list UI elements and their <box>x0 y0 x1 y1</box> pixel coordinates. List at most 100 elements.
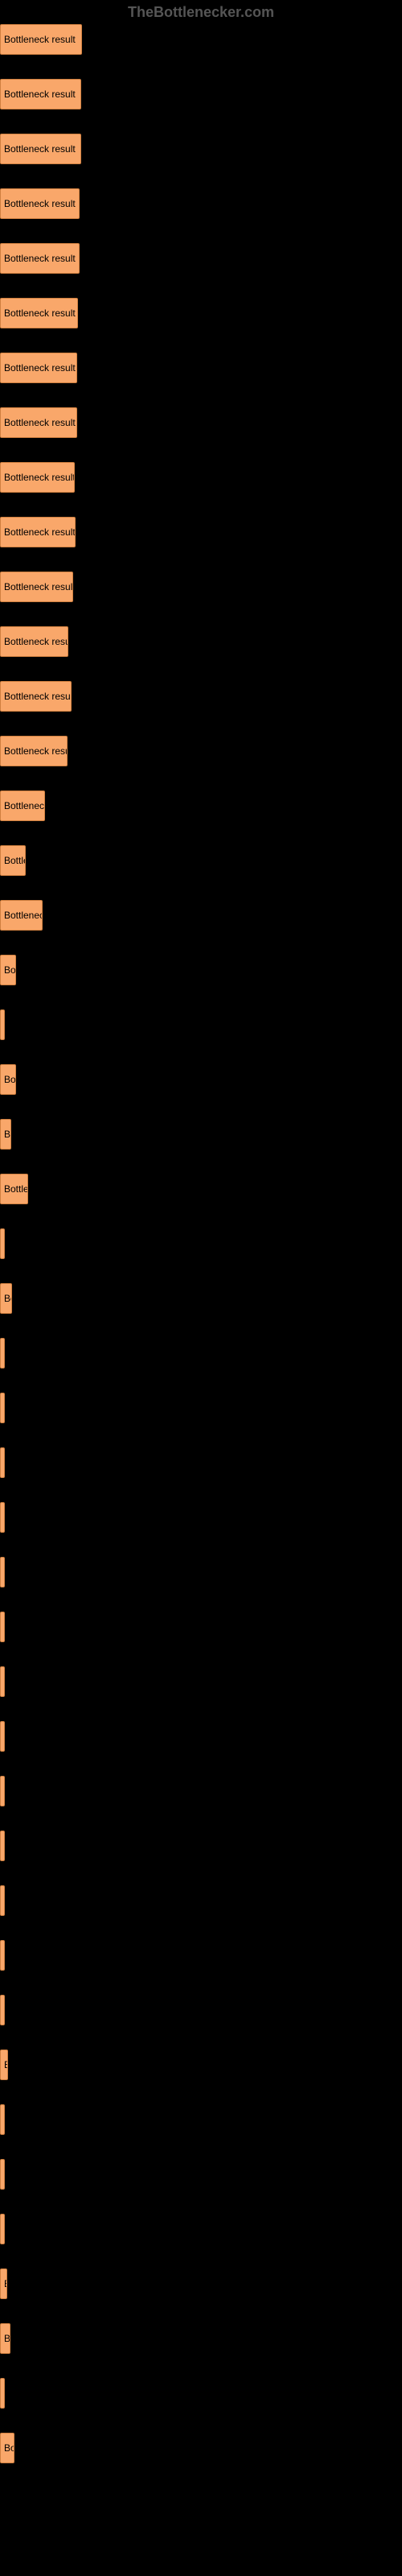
bar-link[interactable]: Bottleneck result <box>0 1064 16 1095</box>
bar-link[interactable]: Bottleneck result <box>0 572 73 602</box>
bar-link[interactable]: Bottleneck result <box>0 1502 5 1533</box>
bar-link[interactable]: Bottleneck result <box>0 1666 5 1697</box>
bar: Bottleneck result <box>0 900 43 931</box>
bar-link[interactable]: Bottleneck result <box>0 736 68 766</box>
bar-link[interactable]: Bottleneck result <box>0 298 78 328</box>
bar: Bottleneck result <box>0 1228 5 1259</box>
bar: Bottleneck result <box>0 24 82 55</box>
bar-link[interactable]: Bottleneck result <box>0 2104 5 2135</box>
bar-link[interactable]: Bottleneck result <box>0 243 80 274</box>
bar-link[interactable]: Bottleneck result <box>0 1557 5 1587</box>
bar-link[interactable]: Bottleneck result <box>0 79 81 109</box>
bar-row: Bottleneck result <box>0 736 402 766</box>
bar-link[interactable]: Bottleneck result <box>0 1447 5 1478</box>
bar-label: Bottleneck result <box>4 1293 12 1304</box>
bar: Bottleneck result <box>0 1995 5 2025</box>
bar-label: Bottleneck result <box>4 2278 7 2289</box>
bar: Bottleneck result <box>0 1885 5 1916</box>
bar: Bottleneck result <box>0 626 68 657</box>
bar-label: Bottleneck result <box>4 89 76 100</box>
bar-label: Bottleneck result <box>4 745 68 757</box>
bar-link[interactable]: Bottleneck result <box>0 2159 5 2190</box>
bar-label: Bottleneck result <box>4 417 76 428</box>
bar: Bottleneck result <box>0 736 68 766</box>
bar-row: Bottleneck result <box>0 298 402 328</box>
bar-link[interactable]: Bottleneck result <box>0 517 76 547</box>
bar-link[interactable]: Bottleneck result <box>0 1721 5 1752</box>
bar-row: Bottleneck result <box>0 2268 402 2299</box>
bar-link[interactable]: Bottleneck result <box>0 2268 7 2299</box>
bar-link[interactable]: Bottleneck result <box>0 626 68 657</box>
bar-row: Bottleneck result <box>0 955 402 985</box>
bar-link[interactable]: Bottleneck result <box>0 1338 5 1368</box>
bar-link[interactable]: Bottleneck result <box>0 1009 5 1040</box>
bar-link[interactable]: Bottleneck result <box>0 955 16 985</box>
bar-label: Bottleneck result <box>4 800 45 811</box>
bar-label: Bottleneck result <box>4 1402 5 1414</box>
bar-link[interactable]: Bottleneck result <box>0 2050 8 2080</box>
bar-link[interactable]: Bottleneck result <box>0 1612 5 1642</box>
bar-link[interactable]: Bottleneck result <box>0 407 77 438</box>
bar-row: Bottleneck result <box>0 845 402 876</box>
bar-link[interactable]: Bottleneck result <box>0 845 26 876</box>
bar-label: Bottleneck result <box>4 1950 5 1961</box>
bar-label: Bottleneck result <box>4 691 72 702</box>
bar-link[interactable]: Bottleneck result <box>0 1995 5 2025</box>
bar-link[interactable]: Bottleneck result <box>0 1119 11 1150</box>
bar-row: Bottleneck result <box>0 1228 402 1259</box>
bar-link[interactable]: Bottleneck result <box>0 2378 5 2409</box>
bar-row: Bottleneck result <box>0 1393 402 1423</box>
bar-row: Bottleneck result <box>0 1776 402 1806</box>
bar-link[interactable]: Bottleneck result <box>0 1228 5 1259</box>
bar-link[interactable]: Bottleneck result <box>0 900 43 931</box>
bar-label: Bottleneck result <box>4 1348 5 1359</box>
bar-row: Bottleneck result <box>0 1721 402 1752</box>
bar-link[interactable]: Bottleneck result <box>0 2433 14 2463</box>
bar-link[interactable]: Bottleneck result <box>0 681 72 712</box>
bar-link[interactable]: Bottleneck result <box>0 2323 10 2354</box>
bar-link[interactable]: Bottleneck result <box>0 791 45 821</box>
bar-label: Bottleneck result <box>4 1457 5 1468</box>
bar: Bottleneck result <box>0 1831 5 1861</box>
bar-link[interactable]: Bottleneck result <box>0 1940 5 1971</box>
bar-label: Bottleneck result <box>4 526 76 538</box>
bar: Bottleneck result <box>0 462 75 493</box>
bar-link[interactable]: Bottleneck result <box>0 1174 28 1204</box>
bar: Bottleneck result <box>0 517 76 547</box>
bar: Bottleneck result <box>0 1721 5 1752</box>
bar-link[interactable]: Bottleneck result <box>0 1885 5 1916</box>
bar-row: Bottleneck result <box>0 2159 402 2190</box>
bar: Bottleneck result <box>0 791 45 821</box>
bar: Bottleneck result <box>0 1119 11 1150</box>
bar-label: Bottleneck result <box>4 581 73 592</box>
bar-row: Bottleneck result <box>0 1447 402 1478</box>
bar: Bottleneck result <box>0 2433 14 2463</box>
bar-label: Bottleneck result <box>4 1074 16 1085</box>
bar-label: Bottleneck result <box>4 2114 5 2125</box>
bar-row: Bottleneck result <box>0 1174 402 1204</box>
bar: Bottleneck result <box>0 1447 5 1478</box>
bar-link[interactable]: Bottleneck result <box>0 1831 5 1861</box>
bar-link[interactable]: Bottleneck result <box>0 24 82 55</box>
bar-label: Bottleneck result <box>4 2223 5 2235</box>
bar-label: Bottleneck result <box>4 143 76 155</box>
bar-link[interactable]: Bottleneck result <box>0 353 77 383</box>
bar-row: Bottleneck result <box>0 791 402 821</box>
bar: Bottleneck result <box>0 1612 5 1642</box>
bar-link[interactable]: Bottleneck result <box>0 134 81 164</box>
bar-row: Bottleneck result <box>0 1557 402 1587</box>
bar-row: Bottleneck result <box>0 462 402 493</box>
bar-link[interactable]: Bottleneck result <box>0 2214 5 2244</box>
bar-link[interactable]: Bottleneck result <box>0 1776 5 1806</box>
bar-label: Bottleneck result <box>4 2442 14 2454</box>
bar: Bottleneck result <box>0 1666 5 1697</box>
chart-container: Bottleneck result Bottleneck result Bottle… <box>0 0 402 2463</box>
bar-label: Bottleneck result <box>4 1129 11 1140</box>
bar-label: Bottleneck result <box>4 964 16 976</box>
bar-link[interactable]: Bottleneck result <box>0 188 80 219</box>
bar-row: Bottleneck result <box>0 2214 402 2244</box>
bar-link[interactable]: Bottleneck result <box>0 1283 12 1314</box>
bar-link[interactable]: Bottleneck result <box>0 1393 5 1423</box>
bar: Bottleneck result <box>0 681 72 712</box>
bar-link[interactable]: Bottleneck result <box>0 462 75 493</box>
